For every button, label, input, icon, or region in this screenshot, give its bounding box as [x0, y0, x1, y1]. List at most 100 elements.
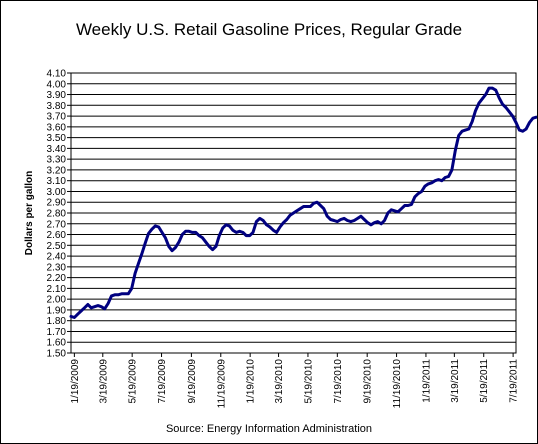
price-point	[218, 234, 221, 237]
price-point	[103, 307, 106, 310]
price-point	[160, 231, 164, 234]
price-point	[366, 221, 369, 224]
price-point	[369, 223, 373, 226]
price-point	[251, 231, 255, 234]
price-point	[477, 102, 481, 105]
price-point	[353, 219, 356, 222]
y-tick-label: 2.00	[47, 295, 67, 306]
price-point	[305, 205, 309, 208]
price-point	[460, 130, 464, 133]
price-point	[117, 293, 120, 296]
price-point	[221, 226, 224, 230]
price-point	[228, 224, 231, 228]
y-tick-label: 3.40	[47, 144, 67, 155]
price-point	[144, 242, 147, 245]
price-point	[113, 293, 117, 296]
price-point	[444, 176, 447, 179]
price-point	[170, 249, 174, 252]
price-point	[299, 207, 302, 210]
price-point	[423, 184, 427, 188]
price-point	[268, 225, 272, 229]
price-point	[319, 204, 322, 207]
price-point	[83, 306, 86, 309]
x-tick-label: 5/19/2010	[303, 359, 314, 404]
price-point	[130, 287, 133, 290]
price-point	[204, 240, 207, 244]
y-tick-label: 2.20	[47, 273, 67, 284]
x-tick-label: 5/19/2009	[128, 359, 139, 404]
y-tick-label: 4.00	[47, 79, 67, 90]
price-point	[150, 228, 154, 231]
x-tick-label: 5/19/2011	[479, 359, 490, 403]
price-point	[511, 114, 514, 118]
price-point	[93, 305, 96, 308]
y-tick-label: 2.80	[47, 209, 67, 220]
price-point	[184, 230, 187, 233]
y-tick-label: 3.30	[47, 155, 67, 166]
y-tick-label: 1.90	[47, 305, 67, 316]
price-point	[467, 127, 470, 131]
y-tick-label: 3.50	[47, 133, 67, 144]
x-axis: 1/19/2009 3/19/2009 5/19/2009 7/19/2009 9/19…	[70, 353, 520, 408]
y-axis-label: Dollars per gallon	[24, 171, 35, 255]
price-point	[410, 203, 413, 206]
price-point	[359, 215, 363, 218]
price-point	[120, 292, 123, 295]
x-tick-label: 1/19/2010	[246, 359, 257, 404]
price-point	[76, 313, 79, 316]
y-tick-label: 3.10	[47, 176, 67, 187]
price-point	[440, 179, 443, 182]
price-point	[508, 110, 511, 114]
price-point	[346, 219, 349, 222]
price-point	[154, 224, 157, 228]
price-point	[501, 103, 504, 106]
price-point	[339, 218, 342, 221]
price-point	[487, 86, 491, 90]
price-point	[272, 229, 275, 232]
price-point	[194, 231, 197, 234]
price-point	[437, 178, 440, 181]
price-point	[265, 223, 268, 226]
price-point	[282, 221, 285, 224]
price-point	[181, 233, 184, 236]
price-point	[481, 97, 484, 101]
y-tick-label: 4.10	[47, 69, 67, 80]
price-point	[90, 306, 93, 309]
price-point	[474, 109, 477, 112]
price-point	[447, 175, 450, 178]
price-point	[531, 117, 535, 120]
price-point	[433, 179, 437, 182]
price-point	[329, 218, 332, 221]
y-tick-label: 2.30	[47, 262, 67, 273]
price-point	[518, 128, 521, 132]
price-point	[140, 252, 143, 256]
price-point	[69, 315, 73, 318]
price-point	[157, 225, 160, 229]
price-point	[174, 246, 177, 249]
y-tick-label: 2.60	[47, 230, 67, 241]
price-point	[497, 96, 501, 100]
price-point	[79, 309, 83, 313]
price-point	[133, 272, 137, 275]
price-point	[191, 231, 194, 234]
price-point	[450, 168, 454, 172]
price-point	[214, 245, 218, 248]
price-point	[524, 127, 528, 131]
y-tick-label: 2.10	[47, 284, 67, 295]
price-point	[332, 219, 336, 222]
price-point	[322, 207, 325, 210]
price-point	[420, 190, 423, 193]
price-point	[309, 205, 312, 208]
price-point	[336, 220, 339, 223]
price-point	[406, 204, 410, 207]
price-point	[356, 217, 359, 220]
y-tick-label: 3.90	[47, 90, 67, 101]
x-tick-label: 1/19/2009	[70, 359, 81, 404]
price-point	[427, 182, 430, 186]
price-point	[312, 202, 315, 205]
price-points	[69, 86, 537, 319]
x-tick-label: 11/19/2009	[216, 359, 227, 409]
price-point	[457, 134, 460, 137]
price-point	[106, 302, 110, 305]
price-point	[224, 223, 228, 226]
